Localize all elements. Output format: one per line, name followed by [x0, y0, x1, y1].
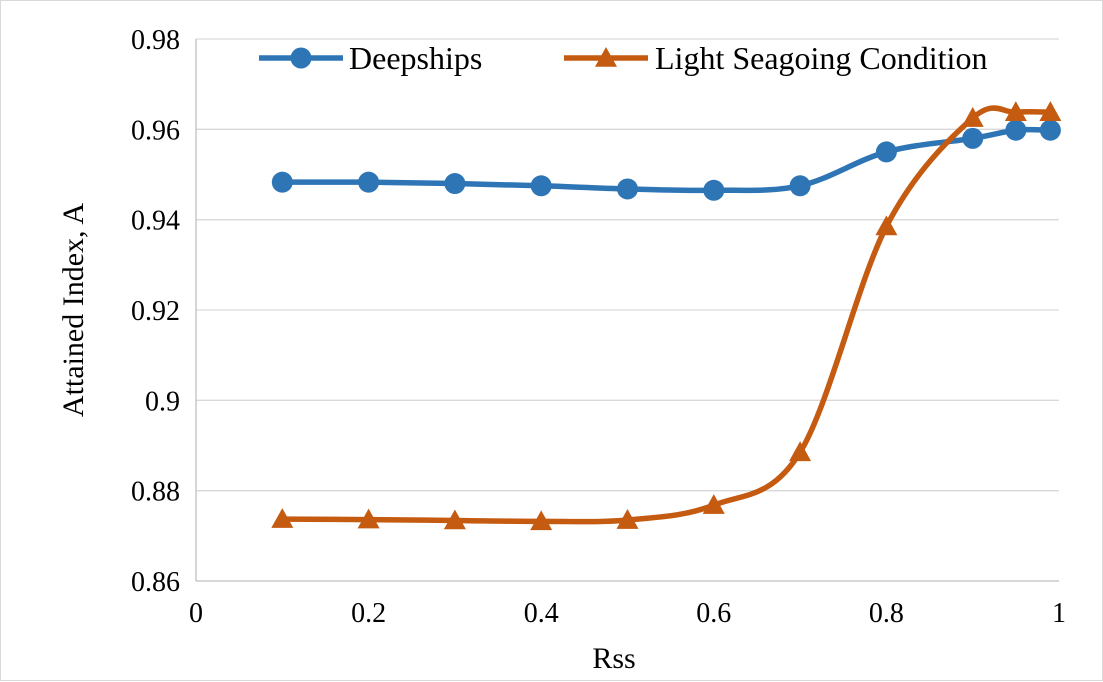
x-tick-label: 0.4 [524, 598, 559, 629]
series-deepships [271, 119, 1061, 201]
x-tick-label: 0 [189, 598, 203, 629]
series-light-seagoing-condition [271, 101, 1062, 531]
y-tick-label: 0.94 [131, 206, 180, 237]
x-tick-label: 1 [1052, 598, 1066, 629]
data-point-deepships [530, 175, 552, 197]
y-tick-label: 0.86 [131, 567, 180, 598]
x-axis-title: Rss [592, 642, 635, 675]
data-point-light-seagoing-condition [357, 508, 380, 529]
legend-item-light-seagoing-condition: Light Seagoing Condition [564, 40, 987, 76]
y-tick-label: 0.88 [131, 477, 180, 508]
x-tick-label: 0.8 [869, 598, 904, 629]
axes: 0.86 0.88 0.9 0.92 0.94 0.96 0.98 0 0.2 0.4 0.6 0.8… [131, 25, 1066, 629]
data-point-deepships [1005, 119, 1027, 141]
y-tick-label: 0.98 [131, 25, 180, 56]
data-point-light-seagoing-condition [961, 107, 984, 127]
data-point-light-seagoing-condition [789, 441, 812, 462]
y-axis-title: Attained Index, A [57, 203, 90, 417]
data-point-light-seagoing-condition [443, 509, 466, 530]
series-group [271, 101, 1062, 531]
y-tick-label: 0.92 [131, 296, 180, 327]
y-tick-label: 0.96 [131, 115, 180, 146]
legend-item-deepships: Deepships [259, 40, 482, 76]
data-point-light-seagoing-condition [875, 215, 898, 236]
data-point-light-seagoing-condition [616, 509, 639, 529]
data-point-deepships [271, 171, 293, 193]
y-tick-label: 0.9 [145, 386, 180, 417]
x-tick-label: 0.2 [351, 598, 386, 629]
data-point-light-seagoing-condition [1004, 101, 1027, 121]
legend-label-deepships: Deepships [349, 40, 482, 76]
data-point-deepships [789, 175, 811, 197]
data-point-deepships [962, 127, 984, 149]
data-point-deepships [444, 173, 466, 195]
data-point-deepships [617, 178, 638, 200]
data-point-light-seagoing-condition [1039, 101, 1062, 121]
series-line-light-seagoing-condition [279, 105, 1054, 525]
legend-label-light-seagoing-condition: Light Seagoing Condition [655, 40, 987, 76]
data-point-deepships [703, 179, 725, 201]
legend-marker-deepships [290, 47, 312, 69]
legend: Deepships Light Seagoing Condition [259, 40, 987, 76]
gridlines [196, 38, 1059, 492]
data-point-deepships [1039, 119, 1061, 141]
legend-marker-light-seagoing-condition [595, 47, 617, 67]
data-point-light-seagoing-condition [271, 508, 294, 528]
data-point-deepships [358, 171, 380, 193]
data-point-deepships [875, 141, 897, 163]
data-point-light-seagoing-condition [702, 494, 725, 514]
series-line-deepships [279, 126, 1054, 194]
data-point-light-seagoing-condition [530, 510, 553, 531]
x-tick-label: 0.6 [696, 598, 731, 629]
